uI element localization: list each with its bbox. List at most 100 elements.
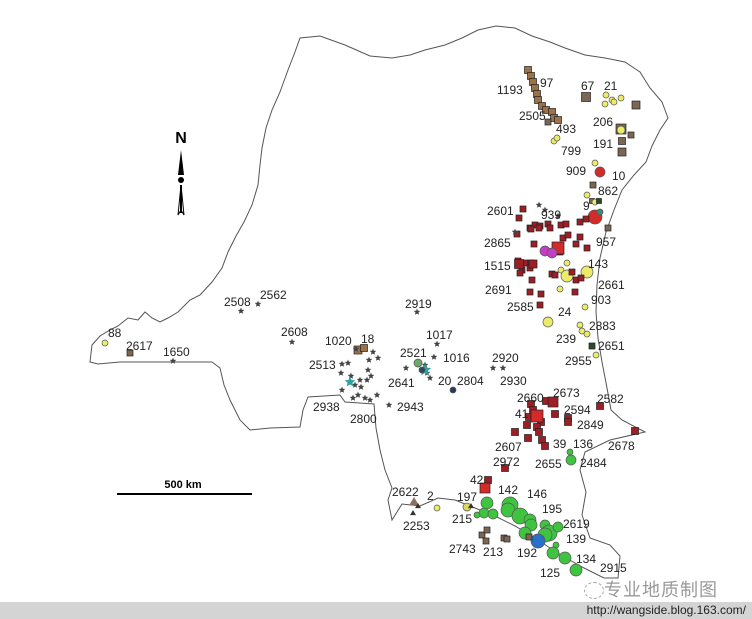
site-label: 2800 [350,412,377,426]
country-border [89,25,669,579]
star-marker [344,376,356,387]
circle-marker [616,125,626,135]
footer-bar: http://wangside.blog.163.com/ [0,602,752,619]
square-marker [530,240,538,248]
circle-marker [101,339,109,347]
site-label: 139 [566,532,586,546]
star-marker [237,307,245,314]
site-label: 10 [612,169,626,183]
triangle-marker [468,503,474,509]
site-label: 42 [470,473,484,487]
square-marker [582,215,590,223]
square-marker [525,533,533,541]
square-marker [482,537,490,545]
square-marker [538,102,546,110]
circle-marker [596,208,604,216]
site-label: 39 [553,437,567,451]
site-label: 2938 [313,400,340,414]
star-marker [374,354,382,361]
circle-marker [553,134,561,142]
square-marker [577,274,585,282]
site-label: 2513 [309,358,336,372]
square-marker [551,271,559,279]
circle-marker [569,563,583,577]
site-label: 24 [558,305,572,319]
star-marker [338,360,346,367]
site-label: 2743 [449,542,476,556]
circle-marker [478,507,490,519]
star-marker [363,376,371,383]
site-label: 2594 [564,403,591,417]
triangle-marker [409,497,419,506]
circle-marker [449,386,457,394]
site-label: 2915 [600,561,627,575]
site-label: 2 [427,489,434,503]
square-marker [564,418,572,426]
site-label: 18 [361,332,375,346]
site-label: 2585 [507,300,534,314]
square-marker [547,396,559,408]
star-marker [369,348,377,355]
site-label: 206 [593,115,613,129]
square-marker [528,259,538,269]
star-marker [489,364,497,371]
square-marker [576,233,584,241]
square-marker [546,224,554,232]
site-label: 2253 [403,519,430,533]
site-label: 2484 [580,456,607,470]
site-label: 9 [583,199,590,213]
square-marker [126,349,134,357]
site-label: 134 [576,552,596,566]
site-label: 41 [515,407,529,421]
site-label: 939 [541,208,561,222]
scale-bar: 500 km [117,479,252,495]
watermark: 专业地质制图 [604,580,718,600]
site-label: 2972 [493,455,520,469]
circle-marker [418,366,426,374]
square-marker [503,535,511,543]
site-label: 2655 [535,457,562,471]
star-marker [344,359,352,366]
star-marker [364,366,372,373]
star-marker [554,212,562,219]
north-arrow-icon [178,150,184,175]
site-label: 2804 [457,374,484,388]
square-marker [535,224,543,232]
square-marker [617,147,627,157]
site-label: 143 [588,257,608,271]
site-label: 2678 [608,439,635,453]
square-marker [484,476,492,484]
square-marker [535,428,543,436]
site-label: 909 [566,164,586,178]
star-marker [402,364,410,371]
site-label: 1650 [163,345,190,359]
star-marker [430,353,438,360]
star-marker [385,401,393,408]
square-marker [511,428,519,436]
site-label: 88 [108,326,122,340]
north-arrow: N [175,130,187,216]
square-marker [360,344,368,352]
site-label: 2508 [224,295,251,309]
star-marker [367,372,375,379]
site-label: 2883 [589,319,616,333]
square-marker [596,198,602,204]
circle-marker [592,351,600,359]
north-label: N [175,130,187,147]
star-marker [337,369,345,376]
square-marker [551,410,559,418]
circle-marker [583,330,591,338]
square-marker [537,290,545,298]
star-marker [349,394,357,401]
star-marker [366,396,374,403]
star-marker [357,383,365,390]
source-url: http://wangside.blog.163.com/ [586,603,746,617]
site-label: 2955 [565,354,592,368]
site-markers [101,66,641,577]
star-marker [351,381,359,388]
site-label: 2521 [400,346,427,360]
square-marker [528,276,536,284]
star-marker [511,228,519,235]
